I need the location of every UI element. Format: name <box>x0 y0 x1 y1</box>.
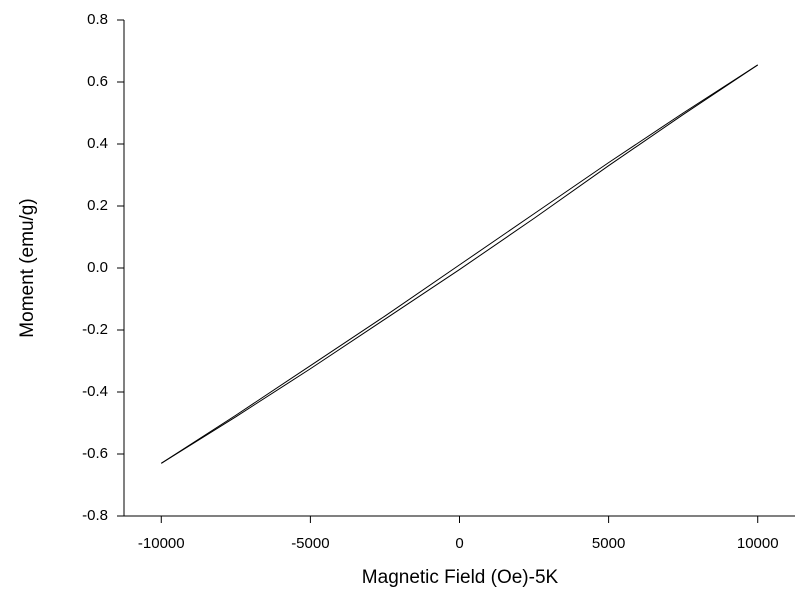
x-tick-label: 10000 <box>737 535 779 552</box>
x-tick-label: -10000 <box>138 535 185 552</box>
y-tick-label: -0.4 <box>82 383 108 400</box>
y-axis-title: Moment (emu/g) <box>17 198 38 337</box>
x-tick-label: -5000 <box>291 535 329 552</box>
y-tick-label: 0.0 <box>87 259 108 276</box>
data-line <box>161 64 758 464</box>
x-axis-title: Magnetic Field (Oe)-5K <box>362 567 559 588</box>
data-line <box>161 64 758 464</box>
x-tick-label: 5000 <box>592 535 625 552</box>
y-tick-label: -0.6 <box>82 445 108 462</box>
x-tick-label: 0 <box>455 535 463 552</box>
y-tick-label: 0.4 <box>87 135 108 152</box>
y-tick-label: 0.6 <box>87 73 108 90</box>
y-tick-label: -0.2 <box>82 321 108 338</box>
y-tick-label: 0.2 <box>87 197 108 214</box>
y-tick-label: -0.8 <box>82 507 108 524</box>
y-tick-label: 0.8 <box>87 11 108 28</box>
